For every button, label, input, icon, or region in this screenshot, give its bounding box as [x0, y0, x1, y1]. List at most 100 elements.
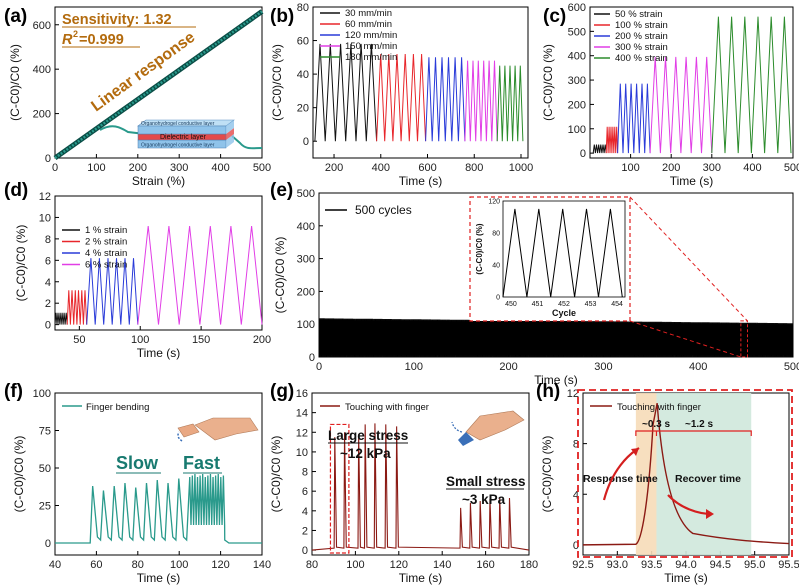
x-tick-label: 95.5 [778, 559, 799, 571]
x-tick-label: 60 [90, 559, 102, 571]
inset-y-tick: 0 [496, 295, 500, 302]
y-tick-label: 2 [45, 298, 51, 310]
wire [99, 125, 263, 150]
zoom-connector [629, 320, 742, 358]
cycles-band [318, 318, 793, 358]
y-axis-label: (C-C0)/C0 (%) [541, 44, 555, 121]
series-line [66, 290, 88, 325]
y-tick-label: 300 [568, 75, 586, 87]
x-tick-label: 120 [211, 559, 229, 571]
series-line [137, 225, 263, 325]
y-axis-label: (C-C0)/C0 (%) [273, 237, 287, 314]
y-axis-label: (C-C0)/C0 (%) [14, 225, 28, 302]
response-region [635, 393, 657, 555]
y-axis-label: (C-C0)/C0 (%) [540, 436, 554, 513]
series-line [711, 16, 792, 154]
y-tick-label: 0 [45, 320, 51, 332]
inset-x-tick: 450 [505, 301, 517, 308]
inset-y-label: (C-C0)/C0 (%) [475, 223, 484, 274]
y-axis-label: (C-C0)/C0 (%) [8, 44, 22, 121]
panel-label: (c) [543, 6, 566, 27]
series-line [496, 65, 524, 142]
x-tick-label: 600 [418, 162, 436, 174]
legend-label: 100 % strain [615, 20, 668, 31]
legend-label: 4 % strain [85, 248, 127, 259]
recover-region [656, 393, 752, 555]
inset-x-label: Cycle [552, 308, 576, 318]
y-tick-label: 10 [296, 447, 308, 459]
y-tick-label: 500 [568, 26, 586, 38]
x-tick-label: 160 [476, 559, 494, 571]
fingertip [177, 423, 200, 438]
panel-a: 0 100 200 300 400 500 0 200 400 600 Strain (%) (C-C… [4, 6, 271, 188]
x-tick-label: 500 [784, 361, 799, 373]
inset-x-tick: 454 [611, 301, 623, 308]
y-tick-label: 0 [45, 153, 51, 165]
y-tick-label: 0 [45, 538, 51, 550]
series-line [86, 258, 139, 325]
y-tick-label: 0 [303, 136, 309, 148]
y-tick-label: 6 [45, 255, 51, 267]
panel-b: 200 400 600 800 1000 0 20 40 60 80 Time (s) (C-C0)/… [270, 2, 533, 188]
series-line [464, 60, 498, 142]
y-tick-label: 80 [297, 2, 309, 14]
y-tick-label: 4 [45, 277, 51, 289]
x-tick-label: 120 [390, 559, 408, 571]
series-line [592, 144, 607, 154]
r2-sup: 2 [73, 29, 78, 39]
bend-arrow [177, 431, 183, 442]
legend-label: 300 % strain [615, 42, 668, 53]
panel-c: 100 200 300 400 500 0 100 200 300 400 500 600 Time (… [541, 2, 799, 188]
y-tick-label: 200 [297, 286, 315, 298]
x-axis-label: Time (s) [534, 373, 578, 387]
layer-side [226, 128, 234, 140]
recover-arrowhead [706, 509, 714, 519]
legend-label: 1 % strain [85, 225, 127, 236]
panel-label: (g) [270, 381, 294, 402]
x-tick-label: 400 [211, 162, 229, 174]
y-tick-label: 600 [33, 20, 51, 32]
touch-arrow [451, 421, 463, 433]
x-tick-label: 400 [689, 361, 707, 373]
x-tick-label: 100 [87, 162, 105, 174]
y-tick-label: 10 [39, 212, 51, 224]
x-tick-label: 300 [703, 162, 721, 174]
x-tick-label: 40 [49, 559, 61, 571]
y-tick-label: 12 [39, 191, 51, 203]
plot-frame [54, 392, 263, 556]
x-tick-label: 80 [306, 559, 318, 571]
plot-frame [54, 195, 263, 331]
y-tick-label: 20 [297, 103, 309, 115]
finger-illustration [465, 410, 525, 441]
x-tick-label: 95.0 [744, 559, 765, 571]
y-axis-label: (C-C0)/C0 (%) [269, 436, 283, 513]
fast-label: Fast [183, 453, 220, 473]
x-tick-label: 94.5 [710, 559, 731, 571]
touch-signal-line [311, 423, 530, 551]
finger-illustration [194, 417, 259, 441]
zoom-box [329, 423, 350, 554]
x-axis-label: Time (s) [664, 571, 708, 585]
y-tick-label: 75 [39, 426, 51, 438]
sensitivity-label: Sensitivity: 1.32 [62, 12, 172, 28]
slow-label: Slow [116, 453, 159, 473]
x-tick-label: 200 [499, 361, 517, 373]
inset-line [502, 208, 623, 298]
y-tick-label: 400 [33, 64, 51, 76]
x-tick-label: 100 [405, 361, 423, 373]
x-tick-label: 100 [621, 162, 639, 174]
y-tick-label: 4 [302, 506, 308, 518]
y-tick-label: 0 [302, 545, 308, 557]
x-tick-label: 400 [372, 162, 390, 174]
panel-label: (b) [270, 6, 294, 27]
y-tick-label: 100 [568, 124, 586, 136]
plot-frame [589, 6, 794, 159]
x-tick-label: 180 [520, 559, 538, 571]
inset-y-tick: 80 [492, 231, 500, 238]
plot-frame [311, 392, 530, 556]
layer-side [226, 120, 234, 134]
data-line [54, 10, 263, 160]
y-tick-label: 0 [580, 148, 586, 160]
legend-label: 400 % strain [615, 53, 668, 64]
